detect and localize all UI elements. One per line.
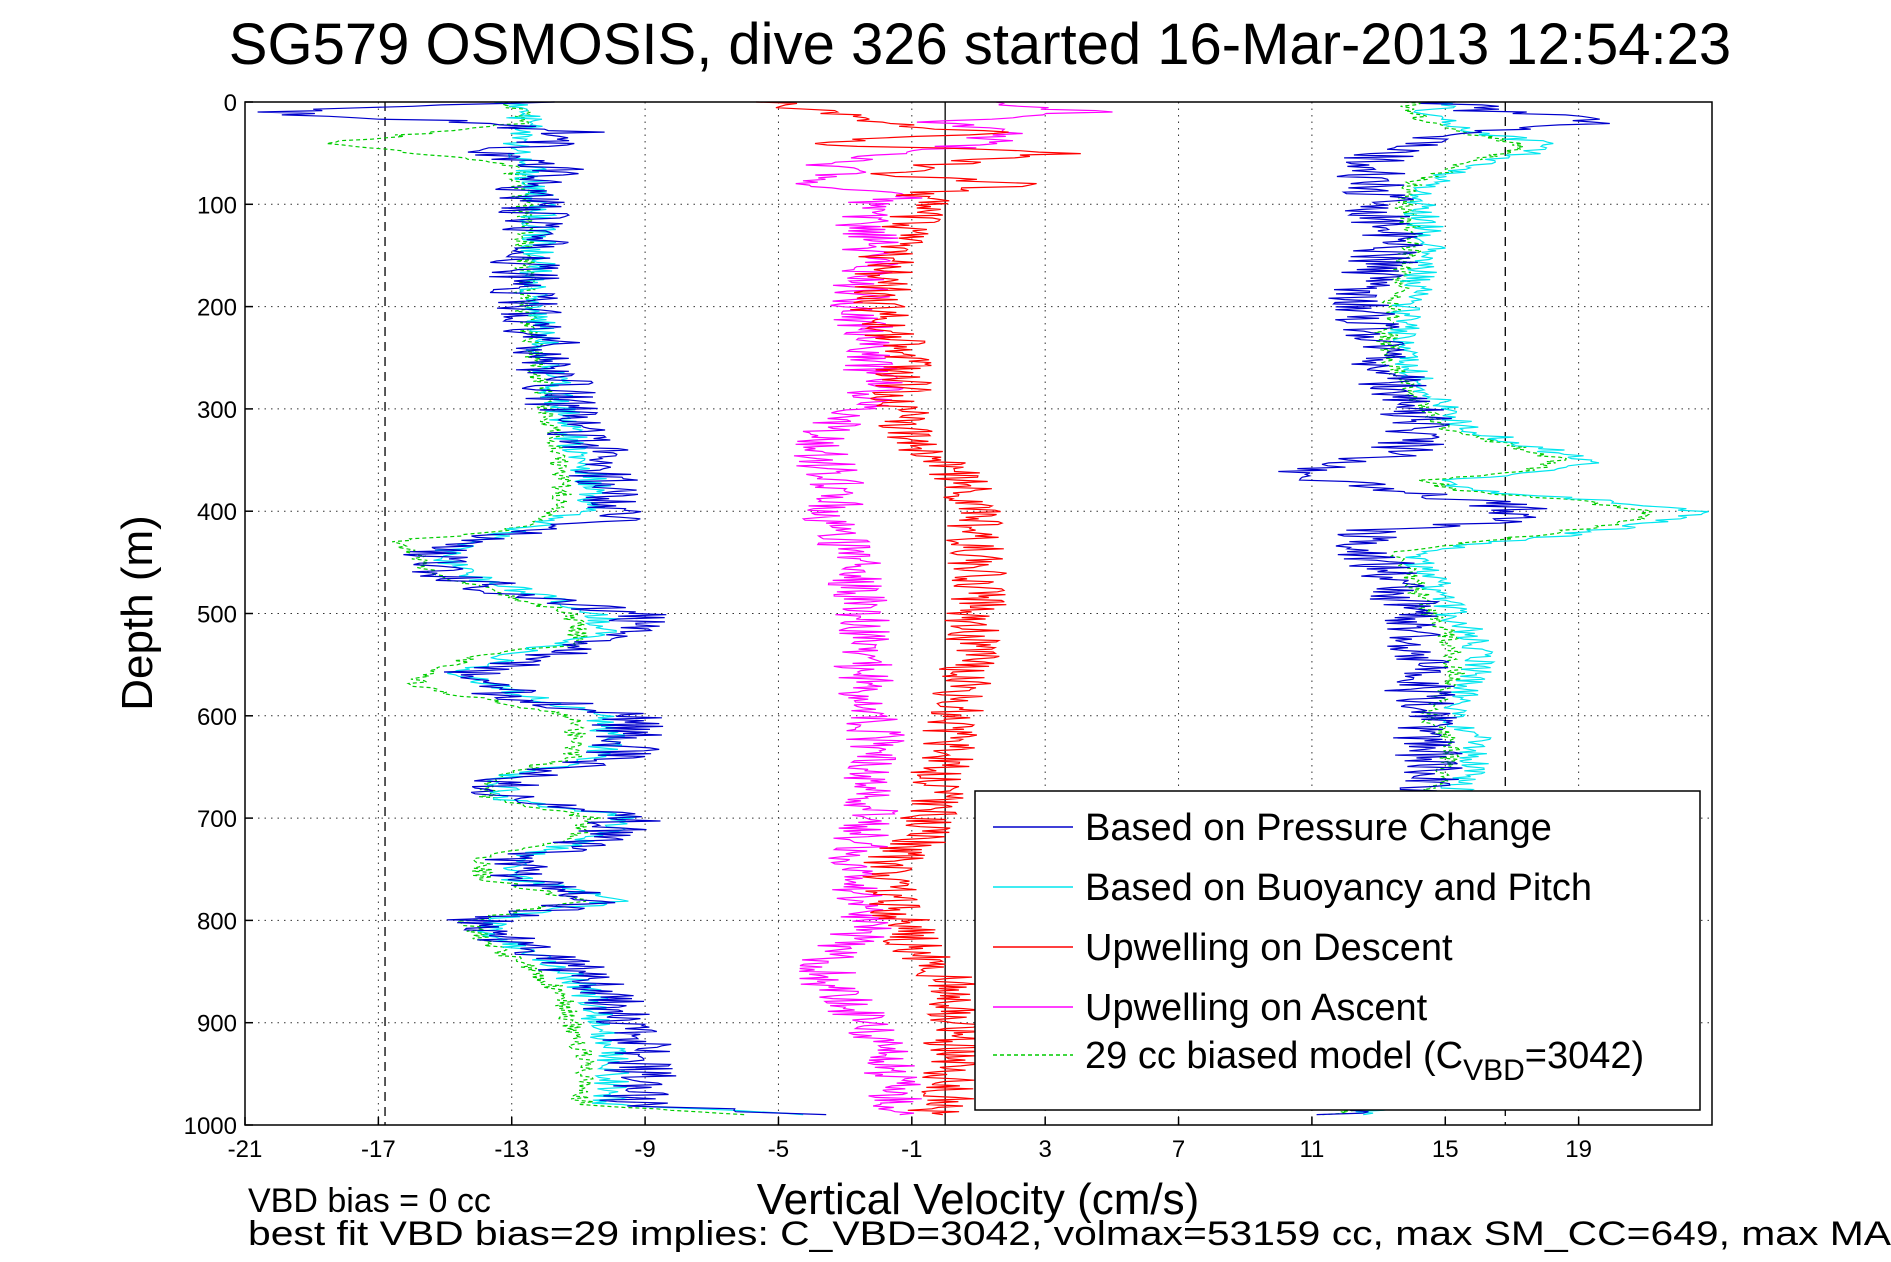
legend-label: Upwelling on Descent [1085, 927, 1453, 969]
x-tick-label: -13 [494, 1136, 529, 1163]
x-tick-label: 15 [1432, 1136, 1459, 1163]
y-tick-label: 600 [197, 704, 237, 731]
legend-box [974, 790, 1701, 1111]
y-tick-label: 800 [197, 908, 237, 935]
series-line [793, 101, 1113, 1116]
x-tick-label: -5 [768, 1136, 789, 1163]
x-tick-label: 11 [1299, 1136, 1324, 1163]
footer-line-2: best fit VBD bias=29 implies: C_VBD=3042… [248, 1215, 1891, 1253]
y-tick-label: 500 [197, 602, 237, 629]
legend: Based on Pressure Change Based on Buoyanc… [974, 790, 1701, 1111]
legend-label: Upwelling on Ascent [1085, 987, 1428, 1029]
y-tick-label: 400 [197, 499, 237, 526]
legend-entries: Based on Pressure Change Based on Buoyanc… [993, 807, 1644, 1087]
x-axis-label: Vertical Velocity (cm/s) [757, 1175, 1200, 1224]
series-line [756, 101, 1081, 1116]
chart-title: SG579 OSMOSIS, dive 326 started 16-Mar-2… [229, 12, 1731, 77]
y-tick-labels: 0 100 200 300 400 500 600 700 800 900 1000 [184, 90, 237, 1140]
series-line [257, 101, 827, 1116]
legend-label: Based on Pressure Change [1085, 807, 1552, 849]
y-tick-label: 100 [197, 192, 237, 219]
x-tick-label: 7 [1172, 1136, 1185, 1163]
y-axis-label: Depth (m) [113, 515, 162, 711]
series-line [326, 101, 745, 1116]
legend-label-suffix: =3042) [1525, 1035, 1644, 1077]
x-tick-labels: -21 -17 -13 -9 -5 -1 3 7 11 15 19 [228, 1136, 1592, 1163]
y-tick-label: 0 [224, 90, 237, 117]
x-tick-label: -9 [634, 1136, 655, 1163]
legend-label: 29 cc biased model (CVBD=3042) [1085, 1035, 1644, 1087]
y-tick-label: 200 [197, 295, 237, 322]
x-tick-label: 19 [1565, 1136, 1592, 1163]
footer-line-1: VBD bias = 0 cc [248, 1182, 491, 1220]
legend-label-subscript: VBD [1463, 1054, 1525, 1087]
y-tick-label: 900 [197, 1011, 237, 1038]
x-tick-label: 3 [1039, 1136, 1052, 1163]
legend-label-main: 29 cc biased model (C [1085, 1035, 1463, 1077]
legend-label: Based on Buoyancy and Pitch [1085, 867, 1592, 909]
reference-lines [384, 102, 1506, 1125]
x-tick-label: -21 [228, 1136, 263, 1163]
y-tick-label: 300 [197, 397, 237, 424]
plot-frame [244, 101, 1713, 1126]
x-tick-label: -1 [901, 1136, 922, 1163]
y-tick-label: 1000 [184, 1113, 237, 1140]
y-tick-label: 700 [197, 806, 237, 833]
x-tick-label: -17 [361, 1136, 396, 1163]
